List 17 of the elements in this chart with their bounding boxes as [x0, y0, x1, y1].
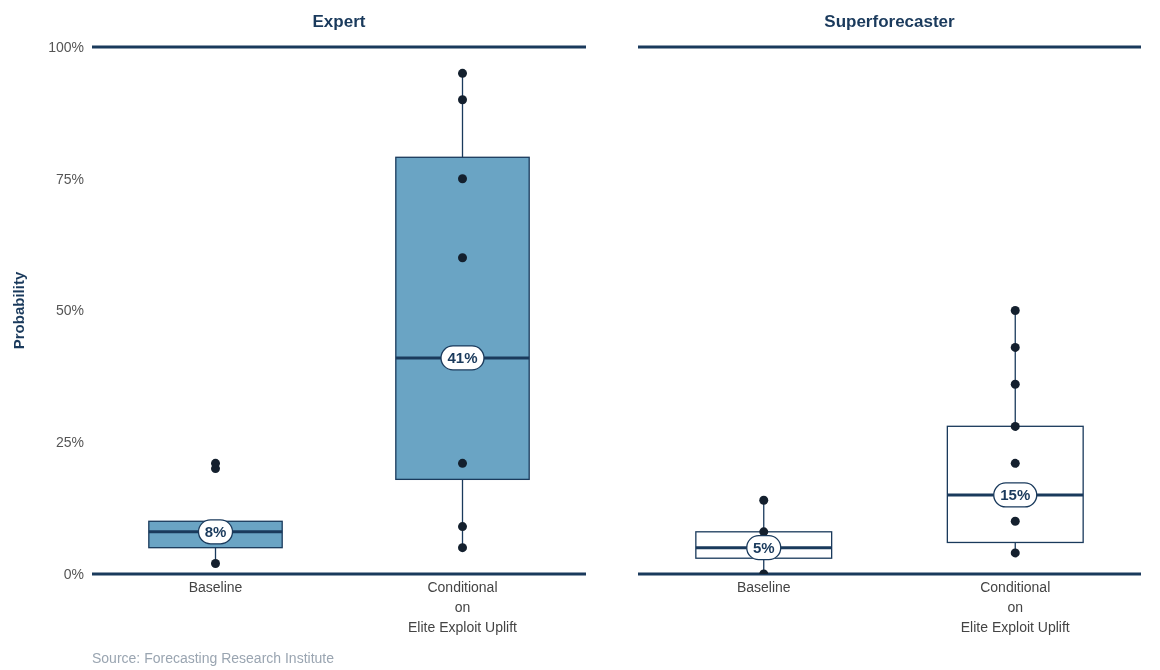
source-note: Source: Forecasting Research Institute: [92, 650, 335, 666]
chart-title: Superforecaster: [823, 12, 956, 32]
y-axis-title: Probability: [10, 271, 28, 350]
annotation: 41%: [447, 348, 478, 366]
annotation: 5%: [752, 538, 775, 556]
x-tick-label: Baseline: [188, 579, 243, 595]
x-tick-label: Conditional on Elite Exploit Uplift: [960, 579, 1070, 635]
annotation: 8%: [204, 522, 227, 540]
y-tick-label: 75%: [55, 170, 84, 187]
x-tick-label: Conditional on Elite Exploit Uplift: [408, 579, 518, 635]
y-tick-label: 50%: [55, 302, 84, 319]
y-tick-label: 25%: [55, 434, 84, 451]
x-tick-label: Baseline: [736, 579, 791, 595]
annotation: 15%: [1000, 485, 1031, 503]
y-tick-label: 0%: [63, 565, 84, 582]
chart-title: Expert: [311, 12, 367, 32]
y-tick-label: 100%: [48, 38, 84, 55]
